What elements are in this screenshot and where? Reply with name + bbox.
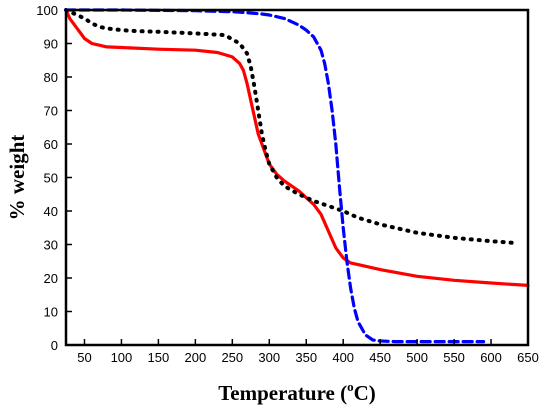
x-tick-label: 450 — [369, 350, 391, 365]
y-tick-label: 90 — [44, 37, 58, 52]
y-tick-label: 20 — [44, 271, 58, 286]
x-tick-label: 300 — [258, 350, 280, 365]
x-tick-label: 500 — [406, 350, 428, 365]
x-axis-title: Temperature (oC) — [218, 379, 376, 405]
x-tick-label: 550 — [443, 350, 465, 365]
plot-frame — [64, 8, 530, 347]
series-line-2 — [64, 8, 516, 245]
y-tick-label: 0 — [51, 338, 58, 353]
x-axis-title-main: Temperature ( — [218, 381, 347, 405]
y-tick-label: 10 — [44, 305, 58, 320]
series-line-1 — [64, 8, 530, 287]
x-tick-label: 50 — [77, 350, 91, 365]
axis-tick-labels: 50 100 150 200 250 300 350 400 450 500 550 600 650 0 1… — [36, 3, 539, 365]
y-tick-label: 80 — [44, 70, 58, 85]
y-tick-label: 30 — [44, 238, 58, 253]
plot-lines — [64, 8, 530, 344]
x-tick-label: 200 — [185, 350, 207, 365]
y-tick-label: 60 — [44, 137, 58, 152]
x-tick-label: 150 — [148, 350, 170, 365]
x-tick-label: 100 — [111, 350, 133, 365]
x-tick-label: 350 — [295, 350, 317, 365]
x-tick-label: 600 — [480, 350, 502, 365]
x-tick-label: 650 — [517, 350, 539, 365]
x-tick-label: 250 — [221, 350, 243, 365]
x-tick-label: 400 — [332, 350, 354, 365]
y-tick-label: 40 — [44, 204, 58, 219]
y-tick-label: 100 — [36, 3, 58, 18]
y-tick-label: 70 — [44, 104, 58, 119]
axis-ticks — [66, 9, 529, 346]
series-line-3 — [64, 8, 486, 344]
x-axis-title-unit: C) — [354, 381, 376, 405]
x-axis-title-superscript: o — [347, 379, 354, 394]
y-axis-title: % weight — [5, 135, 29, 221]
y-tick-label: 50 — [44, 171, 58, 186]
